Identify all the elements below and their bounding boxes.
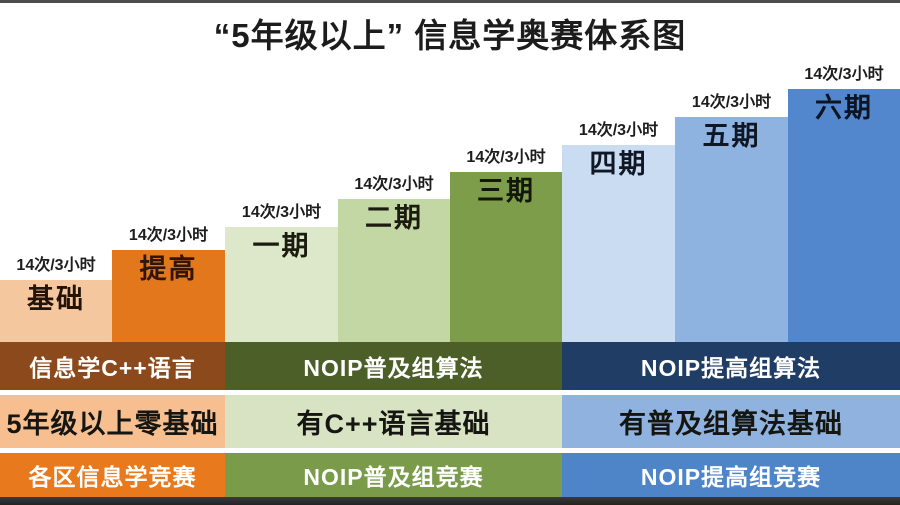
sessions-label-1: 14次/3小时 — [16, 257, 96, 274]
sessions-label-4: 14次/3小时 — [354, 176, 434, 193]
bottom-edge-strip — [0, 497, 900, 505]
table-cell-contest-tigao: NOIP提高组竞赛 — [562, 453, 900, 497]
table-cell-contest-district: 各区信息学竞赛 — [0, 453, 225, 497]
stair-bar-qi-2: 二期 — [338, 199, 450, 342]
top-edge-strip — [0, 0, 900, 3]
stair-bar-jichu: 基础 — [0, 280, 112, 342]
table-cell-course-pujii: NOIP普及组算法 — [225, 342, 562, 390]
stair-bar-label: 二期 — [365, 203, 423, 233]
sessions-label-5: 14次/3小时 — [466, 149, 546, 166]
stair-bar-qi-4: 四期 — [562, 145, 675, 342]
page-title: “5年级以上” 信息学奥赛体系图 — [213, 17, 687, 54]
stair-bar-label: 六期 — [815, 93, 873, 123]
sessions-label-7: 14次/3小时 — [691, 94, 772, 111]
table-cell-prereq-cpp: 有C++语言基础 — [225, 395, 562, 448]
table-cell-course-tigao: NOIP提高组算法 — [562, 342, 900, 390]
sessions-label-6: 14次/3小时 — [578, 122, 659, 139]
stair-bar-label: 提高 — [139, 254, 198, 284]
sessions-label-3: 14次/3小时 — [241, 204, 322, 221]
table-cell-prereq-pujii: 有普及组算法基础 — [562, 395, 900, 448]
stair-bar-label: 一期 — [252, 231, 311, 261]
table-cell-course-cpp: 信息学C++语言 — [0, 342, 225, 390]
stair-bar-label: 四期 — [589, 149, 648, 179]
stair-bar-qi-3: 三期 — [450, 172, 562, 342]
stair-bar-tigao: 提高 — [112, 250, 225, 342]
stair-bar-qi-1: 一期 — [225, 227, 338, 342]
stair-bar-qi-5: 五期 — [675, 117, 788, 342]
stair-bar-label: 三期 — [477, 176, 535, 206]
stair-bar-label: 基础 — [27, 284, 85, 314]
stair-bar-qi-6: 六期 — [788, 89, 900, 342]
stair-bar-label: 五期 — [702, 121, 761, 151]
sessions-label-2: 14次/3小时 — [128, 227, 209, 244]
table-cell-contest-pujii: NOIP普及组竞赛 — [225, 453, 562, 497]
table-cell-prereq-zero: 5年级以上零基础 — [0, 395, 225, 448]
sessions-label-8: 14次/3小时 — [804, 66, 884, 83]
